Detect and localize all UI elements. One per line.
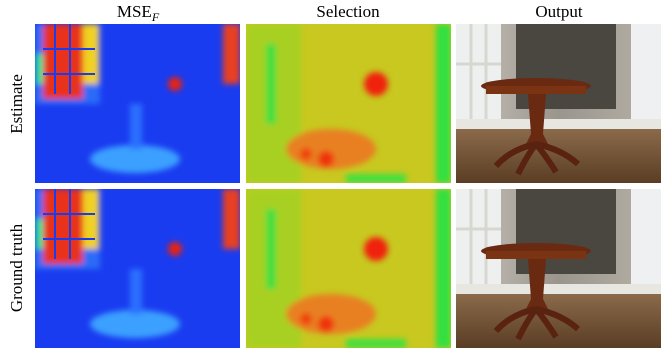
- output-image: [456, 189, 661, 348]
- selection-map: [246, 24, 451, 183]
- column-header-subscript: F: [151, 10, 160, 24]
- selection-map: [246, 189, 451, 348]
- column-header-text: MSE: [117, 2, 152, 21]
- column-header: Selection: [316, 2, 380, 21]
- figure: MSEF Selection Output Estimate Ground tr…: [0, 0, 668, 352]
- output-image: [456, 24, 661, 183]
- row-label: Ground truth: [7, 223, 26, 312]
- column-header: Output: [535, 2, 583, 21]
- mse-map: [35, 24, 240, 183]
- mse-map: [35, 189, 240, 348]
- column-header: MSEF: [117, 2, 160, 24]
- row-label: Estimate: [7, 74, 26, 133]
